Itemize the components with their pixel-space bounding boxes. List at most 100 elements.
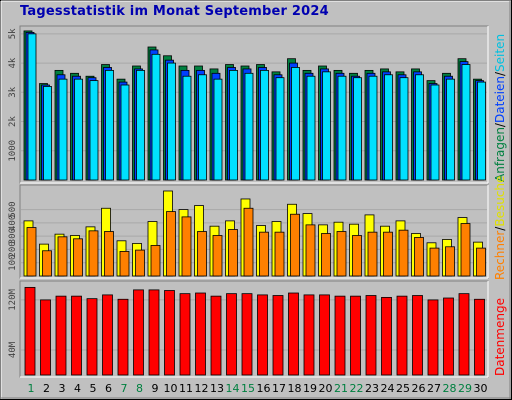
x-tick-label: 18: [288, 382, 302, 395]
bar-seiten: [275, 77, 285, 181]
bar-seiten: [105, 69, 114, 181]
bar-rechner: [57, 236, 68, 277]
x-tick-label: 13: [210, 382, 224, 395]
bar-datenmenge: [458, 293, 470, 376]
bar-datenmenge: [24, 286, 36, 376]
legend-requests: Anfragen/Dateien/Seiten: [493, 34, 507, 182]
y-tick-label: 1000: [8, 140, 18, 162]
bar-seiten: [291, 67, 300, 181]
bar-rechner: [181, 216, 192, 277]
y-tick-label: 100: [8, 255, 18, 271]
y-tick-label: 5k: [8, 28, 18, 39]
bar-datenmenge: [117, 298, 129, 376]
bar-seiten: [399, 77, 409, 181]
x-tick-label: 16: [257, 382, 271, 395]
bar-seiten: [260, 69, 269, 181]
bar-datenmenge: [40, 299, 51, 376]
x-tick-label: 3: [59, 382, 66, 395]
y-tick-label: 300: [8, 228, 18, 244]
bar-seiten: [151, 53, 161, 181]
bar-seiten: [446, 78, 455, 181]
bar-seiten: [477, 81, 486, 181]
bar-datenmenge: [241, 293, 253, 376]
bar-rechner: [243, 207, 254, 277]
bar-seiten: [384, 74, 393, 181]
x-tick-label: 5: [90, 382, 97, 395]
bar-datenmenge: [412, 295, 423, 376]
bar-datenmenge: [71, 295, 82, 376]
y-tick-label: 4k: [8, 57, 18, 68]
x-tick-label: 7: [121, 382, 128, 395]
bar-seiten: [167, 62, 176, 181]
x-tick-label: 26: [412, 382, 426, 395]
x-tick-label: 1: [28, 382, 35, 395]
x-tick-label: 22: [350, 382, 364, 395]
legend-rechner: Rechner: [493, 231, 507, 280]
y-tick-label: 400: [8, 215, 18, 231]
y-tick-label: 200: [8, 241, 18, 257]
y-tick-label: 3k: [8, 86, 18, 97]
bar-seiten: [244, 72, 254, 181]
bar-seiten: [58, 78, 68, 181]
bar-datenmenge: [365, 295, 377, 376]
bar-seiten: [43, 86, 52, 181]
bar-seiten: [430, 84, 440, 181]
bar-seiten: [306, 75, 316, 181]
x-tick-label: 12: [195, 382, 209, 395]
x-tick-label: 14: [226, 382, 240, 395]
bar-rechner: [476, 247, 486, 277]
bar-rechner: [414, 237, 424, 277]
bar-datenmenge: [148, 289, 160, 376]
x-tick-label: 25: [396, 382, 410, 395]
bar-datenmenge: [443, 297, 454, 376]
bar-rechner: [212, 235, 223, 277]
bar-seiten: [415, 74, 424, 181]
legend-dateien: Dateien: [493, 76, 507, 123]
bar-seiten: [322, 71, 331, 181]
bar-datenmenge: [350, 295, 361, 376]
x-tick-label: 30: [474, 382, 488, 395]
x-tick-label: 19: [303, 382, 317, 395]
y-tick-label: 40M: [8, 341, 18, 358]
legend-anfragen: Anfragen: [493, 127, 507, 182]
bar-datenmenge: [102, 294, 113, 376]
x-tick-label: 4: [74, 382, 81, 395]
y-tick-label: 2k: [8, 116, 18, 127]
bar-datenmenge: [179, 293, 191, 376]
bar-rechner: [197, 231, 207, 277]
bar-rechner: [460, 223, 471, 277]
y-tick-label: 500: [8, 201, 18, 217]
page-title: Tagesstatistik im Monat September 2024: [20, 4, 329, 19]
bar-rechner: [26, 227, 37, 277]
x-tick-label: 24: [381, 382, 395, 395]
bar-rechner: [383, 231, 393, 277]
bar-rechner: [150, 245, 161, 277]
bar-rechner: [352, 235, 362, 277]
bar-rechner: [119, 251, 130, 277]
legend-visits: Rechner/Besuche: [493, 176, 507, 280]
bar-datenmenge: [474, 298, 485, 376]
bar-datenmenge: [257, 294, 268, 376]
bar-rechner: [305, 224, 316, 277]
bar-rechner: [88, 230, 99, 277]
bar-datenmenge: [195, 292, 206, 376]
y-tick-label: 120M: [8, 288, 18, 310]
bar-seiten: [368, 75, 378, 181]
bar-seiten: [229, 69, 238, 181]
bar-datenmenge: [164, 290, 175, 376]
x-tick-label: 21: [334, 382, 348, 395]
bar-rechner: [290, 213, 300, 277]
x-tick-label: 8: [136, 382, 143, 395]
bar-rechner: [104, 231, 114, 277]
requests-panel: 1000 2k 3k 4k 5k: [8, 25, 489, 184]
x-tick-label: 11: [179, 382, 193, 395]
bar-datenmenge: [288, 292, 299, 376]
bar-datenmenge: [427, 299, 439, 376]
bar-datenmenge: [396, 295, 408, 376]
x-axis-day-labels: 1 2 3 4 5 6 7 8 9 10 11 12 13 14 15 16 17 18 19 20 21 22 23 24 2…: [28, 382, 488, 395]
x-tick-label: 20: [319, 382, 333, 395]
bar-seiten: [353, 77, 362, 181]
bar-seiten: [337, 75, 347, 181]
